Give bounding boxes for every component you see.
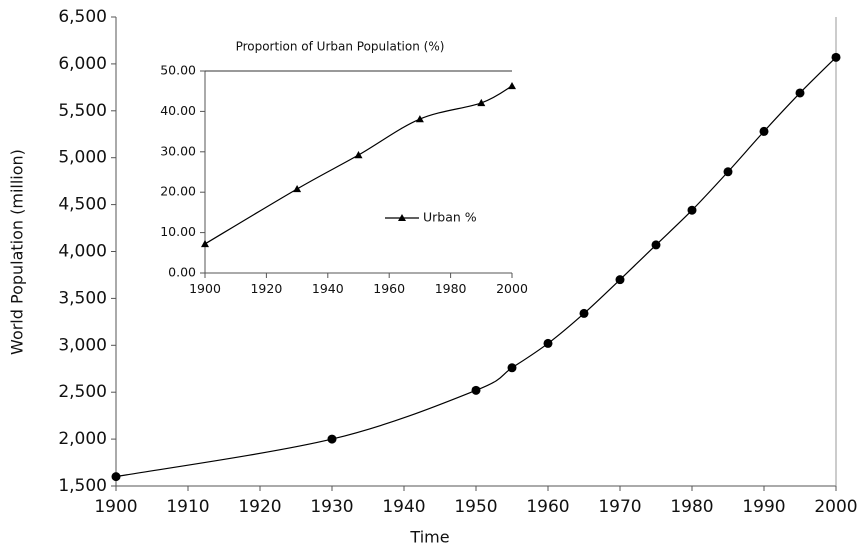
marker (507, 363, 517, 373)
y-tick-label: 3,500 (58, 288, 107, 308)
y-tick-label: 5,000 (58, 148, 107, 168)
x-tick-label: 1960 (526, 497, 569, 517)
marker (543, 338, 553, 348)
x-tick-label: 1940 (382, 497, 425, 517)
marker (723, 167, 733, 177)
x-tick-label: 1900 (189, 281, 221, 296)
y-tick-label: 10.00 (160, 224, 196, 239)
marker (759, 126, 769, 136)
y-tick-label: 3,000 (58, 335, 107, 355)
x-tick-label: 1920 (238, 497, 281, 517)
y-tick-label: 50.00 (160, 63, 196, 78)
marker (415, 115, 424, 123)
x-tick-label: 1930 (310, 497, 353, 517)
x-tick-label: 2000 (814, 497, 857, 517)
y-tick-label: 20.00 (160, 184, 196, 199)
y-tick-label: 6,500 (58, 7, 107, 27)
marker (615, 275, 625, 285)
x-tick-label: 1910 (166, 497, 209, 517)
y-tick-label: 2,000 (58, 429, 107, 449)
marker (354, 151, 363, 159)
x-tick-label: 1960 (373, 281, 405, 296)
inset-title: Proportion of Urban Population (%) (236, 40, 445, 54)
x-tick-label: 1980 (435, 281, 467, 296)
marker (327, 434, 337, 444)
y-tick-label: 2,500 (58, 382, 107, 402)
x-tick-label: 1900 (94, 497, 137, 517)
marker (471, 385, 481, 395)
x-tick-label: 1950 (454, 497, 497, 517)
marker (293, 184, 302, 193)
x-tick-label: 1940 (312, 281, 344, 296)
legend-label: Urban % (423, 210, 477, 225)
y-tick-label: 5,500 (58, 101, 107, 121)
y-tick-label: 4,500 (58, 195, 107, 215)
y-tick-label: 6,000 (58, 54, 107, 74)
line (115, 56, 837, 478)
marker (201, 239, 209, 248)
y-tick-label: 4,000 (58, 242, 107, 262)
y-tick-label: 30.00 (160, 143, 196, 158)
x-tick-label: 1970 (598, 497, 641, 517)
x-axis-title: Time (409, 528, 449, 547)
marker (687, 205, 697, 215)
marker (795, 88, 805, 98)
x-tick-label: 1920 (250, 281, 282, 296)
marker (831, 52, 841, 62)
y-tick-label: 40.00 (160, 103, 196, 118)
x-tick-label: 1980 (670, 497, 713, 517)
marker (111, 472, 121, 482)
marker (651, 240, 661, 250)
marker (477, 98, 486, 107)
marker (508, 81, 516, 90)
y-tick-label: 1,500 (58, 476, 107, 496)
marker (579, 308, 589, 318)
x-tick-label: 1990 (742, 497, 785, 517)
y-axis-title: World Population (million) (8, 149, 27, 355)
legend-marker (398, 214, 406, 221)
y-tick-label: 0.00 (168, 265, 196, 280)
x-tick-label: 2000 (496, 281, 528, 296)
